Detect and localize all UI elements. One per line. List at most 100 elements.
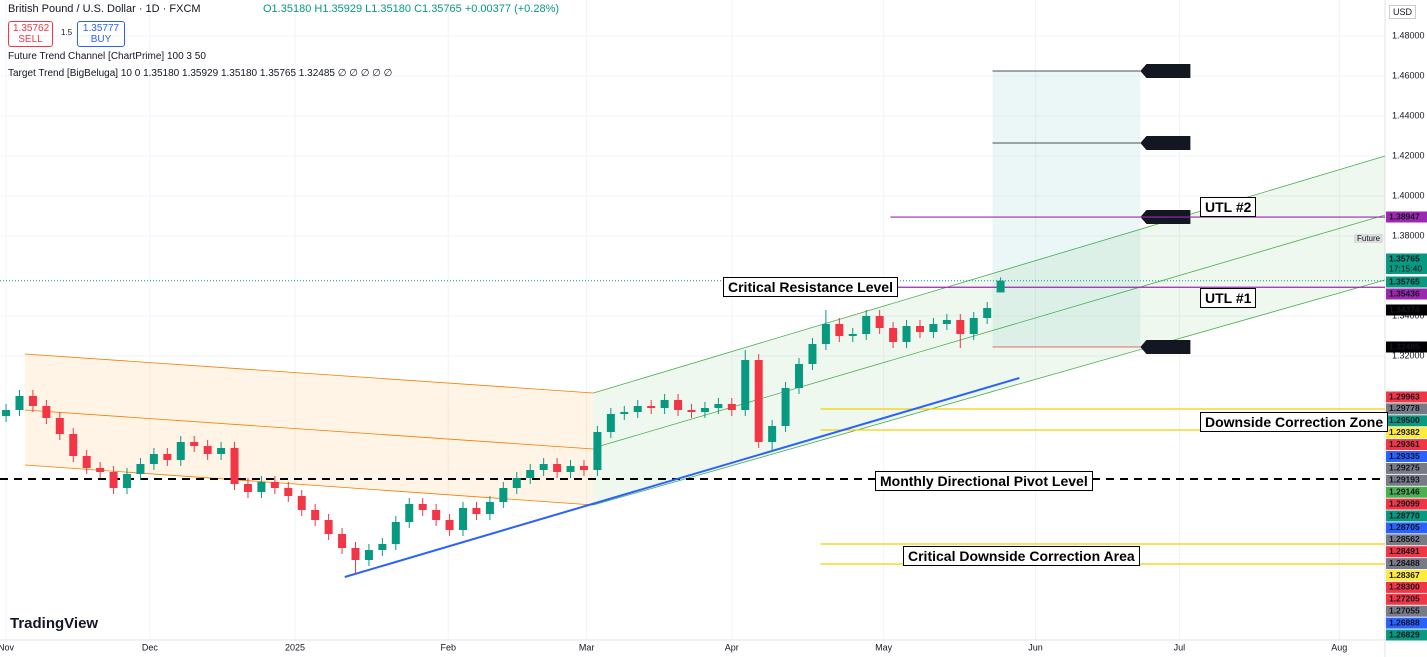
x-tick-label: Feb (440, 642, 456, 652)
candle-body (593, 432, 602, 470)
price-label: 1.28705 (1389, 522, 1420, 532)
candle-body (82, 456, 91, 468)
price-label-bg (1386, 427, 1427, 439)
candle-body (176, 442, 185, 460)
candle-body (405, 504, 414, 522)
target-zone (992, 71, 1141, 347)
candle-body (324, 520, 333, 534)
candle-body (835, 324, 844, 336)
candle-body (687, 410, 696, 412)
price-label: 1.29382 (1389, 427, 1420, 437)
symbol-title[interactable]: British Pound / U.S. Dollar · 1D · FXCM (8, 3, 201, 15)
price-label-bg (1386, 570, 1427, 581)
candle-body (257, 482, 266, 492)
price-label-bg (1386, 341, 1427, 353)
annotation-box: UTL #2 (1200, 197, 1257, 217)
target-tag (1140, 340, 1191, 354)
candle-body (969, 318, 978, 334)
price-label: 1.35436 (1389, 288, 1420, 298)
y-tick-label: 1.46000 (1392, 70, 1425, 80)
target-label: 2 - 1.43 (1153, 137, 1184, 147)
sell-label: SELL (18, 34, 43, 45)
candle-body (889, 328, 898, 342)
candle-body (620, 412, 629, 414)
channel-line (24, 409, 594, 450)
candle-body (566, 466, 575, 472)
price-label: 1.29361 (1389, 439, 1420, 449)
x-tick-label: Dec (142, 642, 159, 652)
x-tick-label: Jul (1174, 642, 1186, 652)
price-label: 1.29275 (1389, 463, 1420, 473)
price-label-bg (1386, 415, 1427, 427)
brand-logo: TradingView (10, 615, 99, 632)
candle-body (351, 548, 360, 560)
price-label-bg (1386, 451, 1427, 462)
price-label-bg (1386, 403, 1427, 415)
channel-line (593, 214, 1386, 449)
candle-body (942, 320, 951, 324)
candle-body (996, 280, 1005, 293)
price-label-bg (1386, 558, 1427, 570)
price-label: 1.26829 (1389, 629, 1420, 639)
ohlc-readout: O1.35180 H1.35929 L1.35180 C1.35765 +0.0… (263, 3, 560, 15)
buy-price: 1.35777 (82, 23, 120, 34)
candle-body (539, 464, 548, 470)
target-tag (1140, 64, 1191, 78)
channel-line (24, 464, 594, 506)
price-label-bg (1386, 253, 1427, 265)
price-label-bg (1386, 391, 1427, 403)
candle-body (123, 474, 132, 488)
indicator-legend[interactable]: Future Trend Channel [ChartPrime] 100 3 … (8, 51, 206, 62)
indicator-legend[interactable]: Target Trend [BigBeluga] 10 0 1.35180 1.… (8, 68, 393, 79)
price-label: 1.27205 (1389, 594, 1420, 604)
price-label: 1.29963 (1389, 391, 1420, 401)
candle-body (795, 364, 804, 388)
annotation-box: Critical Resistance Level (723, 277, 898, 297)
candle-body (754, 360, 763, 442)
y-tick-label: 1.48000 (1392, 30, 1425, 40)
annotation-box: UTL #1 (1200, 288, 1257, 308)
candle-body (472, 508, 481, 514)
target-label: 3 - 1.46 (1153, 65, 1184, 75)
candle-body (163, 454, 172, 460)
price-label: 1.29146 (1389, 486, 1420, 496)
candle-body (378, 544, 387, 550)
y-tick-label: 1.44000 (1392, 110, 1425, 120)
price-label: 1.28367 (1389, 570, 1420, 580)
price-label-bg (1386, 276, 1427, 288)
candle-body (217, 448, 226, 454)
candle-body (55, 418, 64, 434)
price-label: 1.28562 (1389, 534, 1420, 544)
buy-button[interactable]: 1.35777 BUY (77, 21, 125, 47)
price-label: 1.27055 (1389, 605, 1420, 615)
price-label-bg (1386, 304, 1427, 316)
price-label-bg (1386, 439, 1427, 451)
countdown-bg (1386, 264, 1427, 274)
price-label-bg (1386, 522, 1427, 534)
price-label: 1.29778 (1389, 403, 1420, 413)
candle-body (700, 408, 709, 412)
spread: 1.5 (61, 28, 73, 37)
x-tick-label: Aug (1331, 642, 1347, 652)
candle-body (297, 496, 306, 510)
sell-button[interactable]: 1.35762 SELL (8, 21, 53, 47)
price-label-bg (1386, 629, 1427, 641)
currency-button[interactable]: USD (1389, 5, 1417, 19)
target-label: 1 - 1.39 (1153, 211, 1184, 221)
candle-body (674, 400, 683, 410)
candle-body (956, 320, 965, 334)
x-tick-label: Apr (725, 642, 739, 652)
candle-body (364, 550, 373, 560)
price-label-bg (1386, 462, 1427, 474)
price-label-bg (1386, 617, 1427, 629)
price-label-bg (1386, 288, 1427, 300)
price-label-bg (1386, 546, 1427, 558)
candle-body (149, 454, 158, 464)
x-tick-label: Jun (1028, 642, 1043, 652)
candle-body (781, 388, 790, 426)
price-label-bg (1386, 534, 1427, 546)
candle-body (929, 324, 938, 332)
x-tick-label: Nov (0, 642, 15, 652)
